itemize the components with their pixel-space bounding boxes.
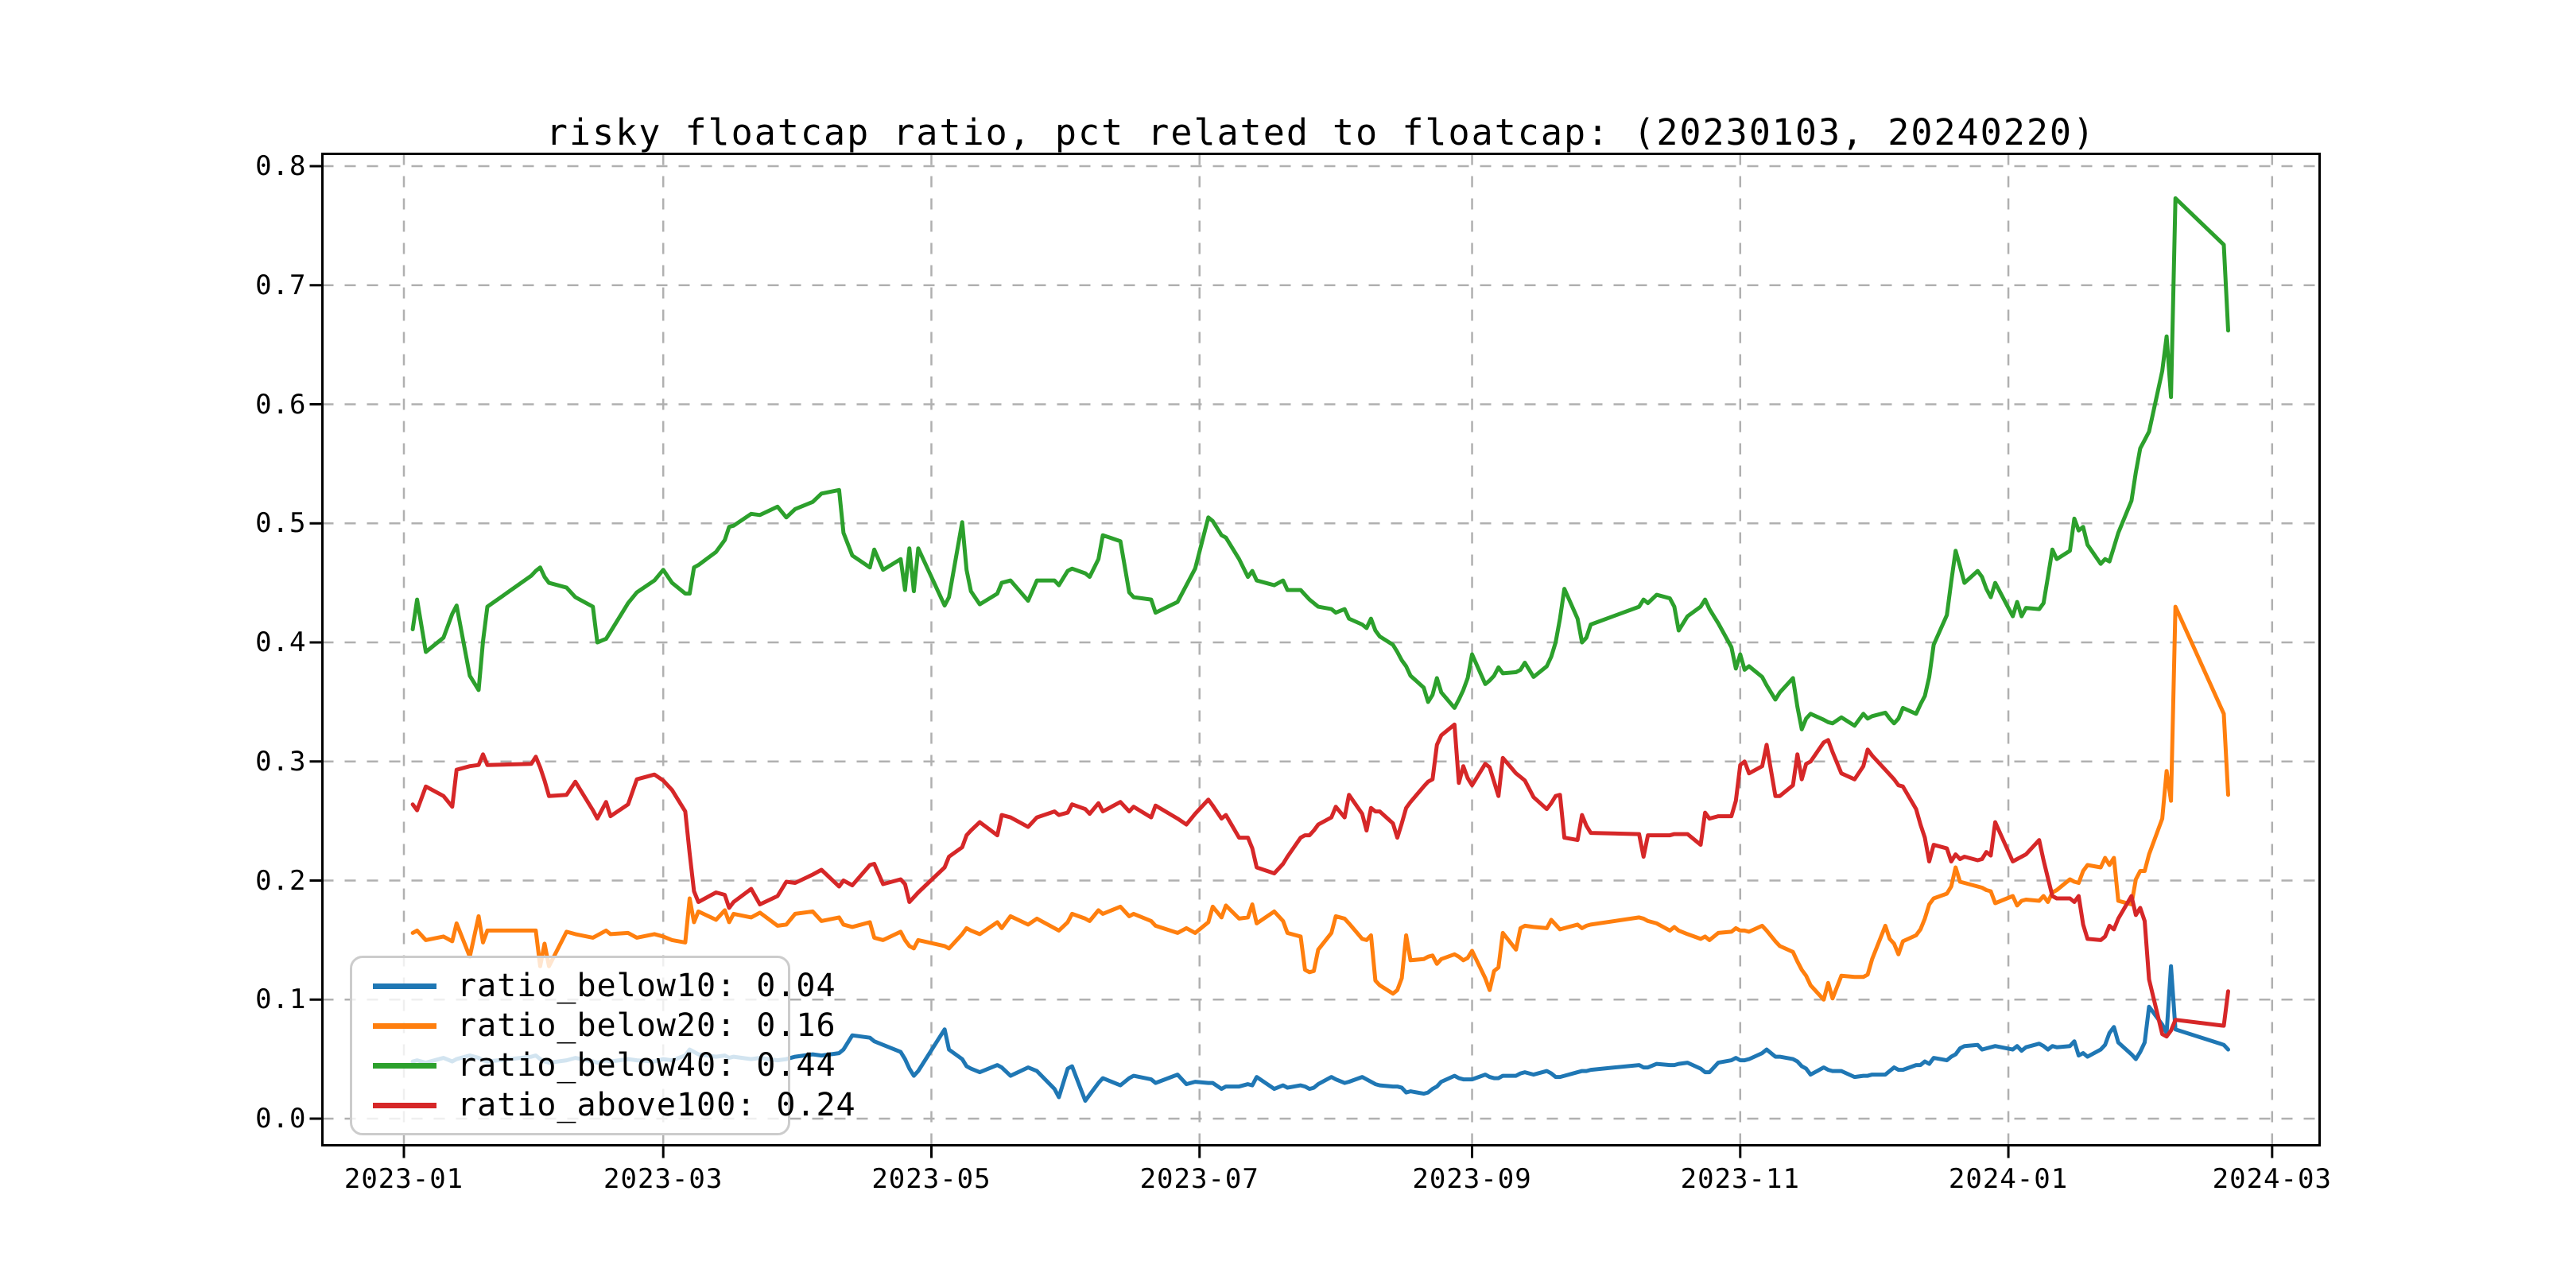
axis-ticks <box>309 165 2274 1158</box>
y-tick-label: 0.3 <box>255 745 307 778</box>
series-line-ratio_below20 <box>410 604 2230 1002</box>
series-line-ratio_above100 <box>410 722 2230 1039</box>
legend-line-swatch-red <box>373 1102 436 1108</box>
x-tick-label: 2023-11 <box>1680 1162 1800 1195</box>
y-tick-label: 0.4 <box>255 627 307 658</box>
y-tick-label: 0.1 <box>255 983 307 1016</box>
y-tick-label: 0.0 <box>255 1103 307 1135</box>
legend-label: ratio_above100: 0.24 <box>457 1087 856 1123</box>
x-tick-label: 2023-05 <box>871 1162 991 1195</box>
legend-line-swatch-green <box>373 1062 436 1069</box>
x-tick-label: 2023-03 <box>603 1162 724 1195</box>
y-tick-label: 0.2 <box>255 864 307 897</box>
x-tick-label: 2023-09 <box>1412 1162 1532 1195</box>
legend-label: ratio_below10: 0.04 <box>457 968 836 1004</box>
legend-label: ratio_below20: 0.16 <box>457 1007 836 1044</box>
x-tick-label: 2024-03 <box>2212 1162 2332 1195</box>
legend-item-ratio-above100: ratio_above100: 0.24 <box>352 1087 855 1123</box>
plot-spines <box>321 153 2321 1146</box>
x-tick-label: 2023-07 <box>1139 1162 1259 1195</box>
y-tick-label: 0.7 <box>255 269 307 301</box>
x-tick-label: 2024-01 <box>1948 1162 2069 1195</box>
chart-title: risky floatcap ratio, pct related to flo… <box>545 111 2097 153</box>
y-tick-label: 0.5 <box>255 507 307 540</box>
grid <box>322 153 2320 1146</box>
legend-item-ratio-below10: ratio_below10: 0.04 <box>352 968 836 1004</box>
leg-line-swatch-orange <box>373 1022 436 1029</box>
legend-item-ratio-below40: ratio_below40: 0.44 <box>352 1047 836 1084</box>
y-tick-label: 0.6 <box>255 388 307 421</box>
x-tick-label: 2023-01 <box>343 1162 464 1195</box>
legend-line-swatch-blue <box>373 983 436 989</box>
legend-item-ratio-below20: ratio_below20: 0.16 <box>352 1007 836 1044</box>
legend-label: ratio_below40: 0.44 <box>457 1047 836 1084</box>
legend: ratio_below10: 0.04 ratio_below20: 0.16 … <box>350 956 855 1135</box>
series-line-ratio_below40 <box>410 196 2230 731</box>
y-tick-label: 0.8 <box>255 150 307 182</box>
